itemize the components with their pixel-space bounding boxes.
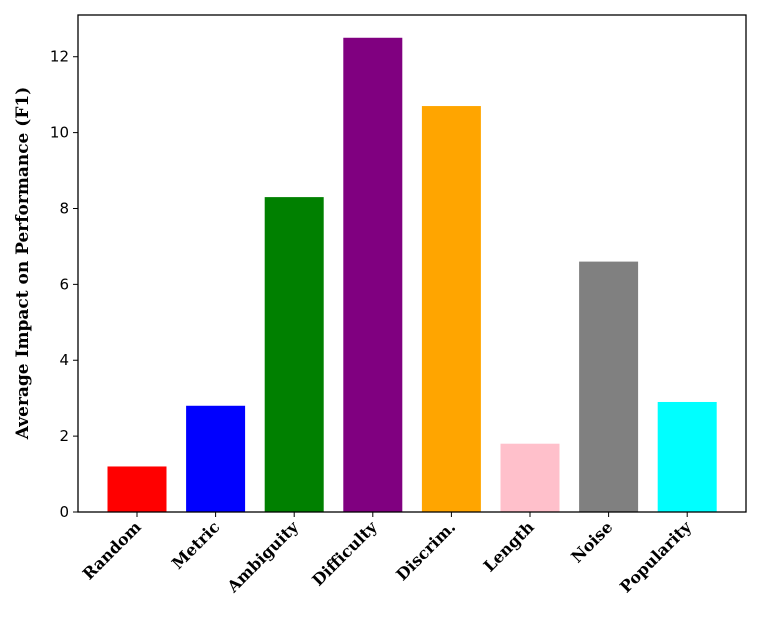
plot-area — [78, 15, 746, 512]
bar-discrim — [421, 106, 481, 512]
x-tick-label: Ambiguity — [223, 517, 303, 597]
bar-ambiguity — [264, 197, 324, 512]
y-axis-title: Average Impact on Performance (F1) — [13, 87, 33, 441]
y-axis: 0 2 4 6 8 10 12 — [50, 48, 78, 521]
x-tick-label: Discrim. — [392, 517, 459, 584]
plot-frame — [77, 14, 747, 513]
y-tick-label: 0 — [59, 503, 69, 521]
y-tick-label: 4 — [59, 351, 69, 369]
bar-difficulty — [343, 37, 403, 512]
bar-random — [107, 466, 167, 512]
y-tick-label: 2 — [59, 427, 69, 445]
x-tick-label: Difficulty — [308, 517, 381, 590]
y-tick-label: 8 — [59, 199, 69, 217]
bars — [107, 37, 717, 512]
y-tick-label: 10 — [50, 124, 69, 142]
x-axis: Random Metric Ambiguity Difficulty Discrim. L… — [79, 512, 696, 597]
bar-length — [500, 443, 560, 512]
bar-popularity — [657, 401, 717, 512]
x-tick-label: Length — [480, 517, 538, 575]
bar-noise — [579, 261, 639, 512]
x-tick-label: Metric — [168, 517, 224, 573]
y-tick-label: 12 — [50, 48, 69, 66]
bar-metric — [186, 405, 246, 512]
x-tick-label: Random — [79, 517, 145, 583]
x-tick-label: Popularity — [616, 517, 696, 597]
y-tick-label: 6 — [59, 275, 69, 293]
x-tick-label: Noise — [567, 517, 616, 566]
